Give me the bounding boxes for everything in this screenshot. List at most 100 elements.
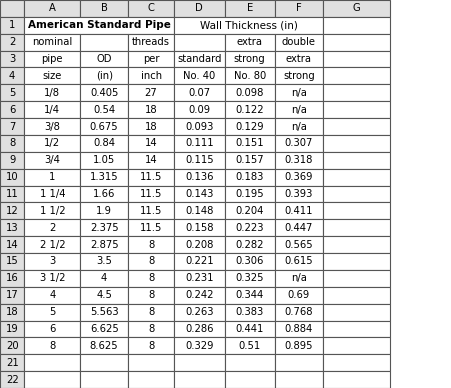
Bar [174,0,225,17]
Bar [24,371,80,388]
Text: 4: 4 [49,290,55,300]
Bar [128,253,174,270]
Text: per: per [143,54,159,64]
Text: 2 1/2: 2 1/2 [40,240,65,249]
Bar [174,101,225,118]
Bar [128,118,174,135]
Bar [24,17,174,34]
Text: 0.221: 0.221 [185,256,214,267]
Text: 0.84: 0.84 [93,139,115,148]
Text: 10: 10 [6,172,18,182]
Text: 0.307: 0.307 [285,139,313,148]
Text: 11.5: 11.5 [140,206,162,216]
Text: 0.111: 0.111 [185,139,214,148]
Bar [174,270,225,287]
Bar [225,371,275,388]
Bar [174,84,225,101]
Text: 1 1/2: 1 1/2 [40,206,65,216]
Bar [323,101,390,118]
Text: 0.263: 0.263 [185,307,214,317]
Bar [275,118,323,135]
Bar [174,338,225,354]
Text: 5: 5 [49,307,55,317]
Text: 1: 1 [49,172,55,182]
Bar [225,270,275,287]
Bar [80,135,128,152]
Bar [225,287,275,304]
Text: 0.447: 0.447 [285,223,313,233]
Text: No. 80: No. 80 [234,71,266,81]
Bar [0,287,24,304]
Text: No. 40: No. 40 [183,71,216,81]
Bar [225,169,275,185]
Bar [128,185,174,203]
Text: 11.5: 11.5 [140,223,162,233]
Bar [275,152,323,169]
Bar [0,338,24,354]
Text: 18: 18 [145,105,157,114]
Text: 0.183: 0.183 [235,172,264,182]
Text: 1.66: 1.66 [93,189,115,199]
Text: 0.115: 0.115 [185,155,214,165]
Bar [174,169,225,185]
Bar [24,0,80,17]
Bar [128,371,174,388]
Bar [275,219,323,236]
Text: 14: 14 [145,155,157,165]
Text: 5: 5 [9,88,15,98]
Text: 2: 2 [49,223,55,233]
Bar [174,50,225,68]
Bar [323,34,390,50]
Bar [275,236,323,253]
Bar [275,371,323,388]
Text: 3: 3 [9,54,15,64]
Text: 3.5: 3.5 [96,256,112,267]
Text: 0.393: 0.393 [285,189,313,199]
Bar [128,50,174,68]
Bar [225,0,275,17]
Text: double: double [282,37,316,47]
Bar [323,68,390,84]
Bar [128,169,174,185]
Text: 0.158: 0.158 [185,223,214,233]
Text: 6.625: 6.625 [90,324,119,334]
Bar [24,169,80,185]
Text: 4: 4 [101,274,107,283]
Text: 8: 8 [148,290,154,300]
Bar [174,287,225,304]
Text: 0.344: 0.344 [235,290,264,300]
Bar [80,236,128,253]
Bar [0,236,24,253]
Text: 0.329: 0.329 [185,341,214,351]
Bar [128,135,174,152]
Bar [323,84,390,101]
Bar [0,203,24,219]
Text: 1/4: 1/4 [44,105,60,114]
Bar [275,287,323,304]
Text: 7: 7 [9,121,15,132]
Bar [24,236,80,253]
Text: 8: 8 [148,324,154,334]
Text: 11.5: 11.5 [140,172,162,182]
Text: B: B [101,3,108,14]
Bar [225,185,275,203]
Text: 12: 12 [6,206,18,216]
Bar [275,169,323,185]
Bar [128,219,174,236]
Bar [174,203,225,219]
Bar [0,118,24,135]
Bar [323,169,390,185]
Text: (in): (in) [96,71,113,81]
Bar [80,270,128,287]
Text: C: C [147,3,155,14]
Bar [323,203,390,219]
Text: 0.615: 0.615 [285,256,313,267]
Bar [80,101,128,118]
Text: 4: 4 [9,71,15,81]
Text: 0.093: 0.093 [185,121,213,132]
Bar [80,203,128,219]
Bar [24,253,80,270]
Bar [225,304,275,320]
Bar [174,236,225,253]
Text: 1/2: 1/2 [44,139,60,148]
